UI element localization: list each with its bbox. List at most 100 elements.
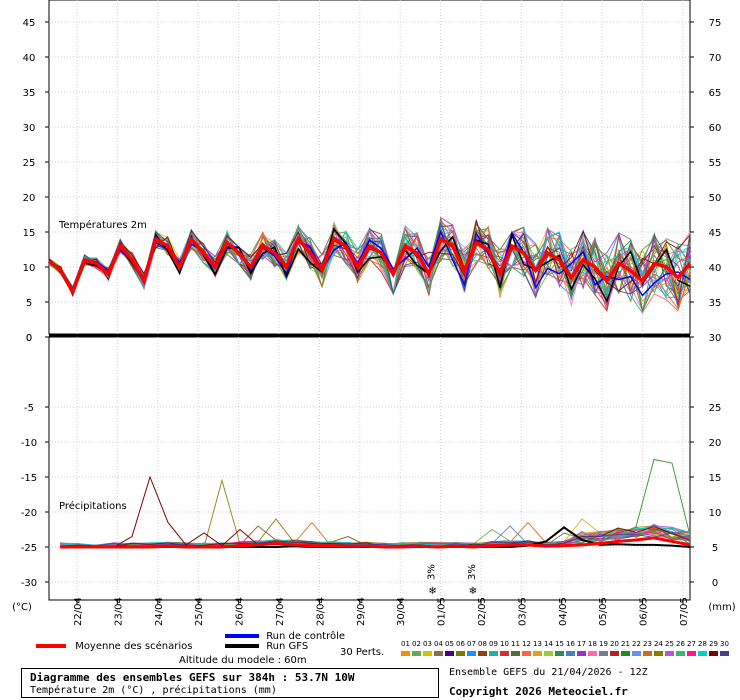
legend-gfs-swatch <box>225 644 259 648</box>
legend-mean-label: Moyenne des scénarios <box>75 641 193 652</box>
member-legend-number: 14 <box>544 640 553 648</box>
date-tick-label: 28/04 <box>315 597 326 626</box>
member-legend-number: 08 <box>478 640 487 648</box>
member-legend-swatch <box>555 651 564 656</box>
info-box: Diagramme des ensembles GEFS sur 384h : … <box>21 668 439 698</box>
member-legend-number: 28 <box>698 640 707 648</box>
temp-right-tick-label: 60 <box>709 123 722 134</box>
precip-left-tick-label: -10 <box>21 438 37 449</box>
altitude-label: Altitude du modele : 60m <box>179 655 307 666</box>
legend-gfs: Run GFS <box>225 641 308 652</box>
precip-left-tick-label: -5 <box>24 403 34 414</box>
right-unit-label: (mm) <box>708 602 735 613</box>
member-legend-swatch <box>533 651 542 656</box>
date-tick-label: 24/04 <box>154 597 165 626</box>
left-unit-label: (°C) <box>12 602 32 613</box>
member-legend-number: 24 <box>654 640 663 648</box>
temp-left-tick-label: 40 <box>23 53 36 64</box>
date-tick-label: 06/05 <box>639 597 650 626</box>
date-tick-label: 27/04 <box>275 597 286 626</box>
temp-left-tick-label: 25 <box>23 158 36 169</box>
member-legend-number: 19 <box>599 640 608 648</box>
member-legend-swatch <box>500 651 509 656</box>
member-legend-swatch <box>467 651 476 656</box>
snowflake-icon: ❄ <box>469 586 477 597</box>
temp-left-tick-label: 0 <box>26 333 32 344</box>
precipitation-panel-label: Précipitations <box>59 500 127 512</box>
member-legend-swatch <box>665 651 674 656</box>
member-legend-number: 21 <box>621 640 630 648</box>
precip-left-tick-label: -30 <box>21 578 37 589</box>
member-legend-swatch <box>621 651 630 656</box>
precip-right-tick-label: 15 <box>709 473 722 484</box>
temp-left-tick-label: 30 <box>23 123 36 134</box>
precip-mean-line <box>60 536 691 549</box>
perts-label: 30 Perts. <box>340 647 385 658</box>
member-legend-number: 01 <box>401 640 410 648</box>
member-legend-swatch <box>423 651 432 656</box>
temp-right-tick-label: 35 <box>709 298 722 309</box>
date-tick-label: 01/05 <box>437 597 448 626</box>
member-legend-swatch <box>544 651 553 656</box>
member-legend-number: 03 <box>423 640 432 648</box>
member-legend-number: 04 <box>434 640 443 648</box>
legend-gfs-label: Run GFS <box>266 641 309 652</box>
member-legend-swatch <box>445 651 454 656</box>
legend-mean-swatch <box>36 644 66 648</box>
member-legend-swatch <box>478 651 487 656</box>
member-legend-swatch <box>720 651 729 656</box>
temp-mean-line <box>47 235 692 296</box>
copyright-label: Copyright 2026 Meteociel.fr <box>449 685 628 698</box>
member-legend-number: 26 <box>676 640 685 648</box>
member-legend-swatch <box>709 651 718 656</box>
date-tick-label: 02/05 <box>477 597 488 626</box>
precipitation-panel-frame <box>48 336 691 601</box>
precip-left-tick-label: -20 <box>21 508 37 519</box>
member-legend-number: 22 <box>632 640 641 648</box>
member-legend-number: 10 <box>500 640 509 648</box>
member-legend-swatch <box>577 651 586 656</box>
member-legend-number: 17 <box>577 640 586 648</box>
member-legend-number: 30 <box>720 640 729 648</box>
temp-left-tick-label: 10 <box>23 263 36 274</box>
temp-right-tick-label: 55 <box>709 158 722 169</box>
date-tick-label: 22/04 <box>73 597 84 626</box>
member-legend-number: 20 <box>610 640 619 648</box>
member-legend-number: 13 <box>533 640 542 648</box>
member-legend-swatch <box>401 651 410 656</box>
precip-right-tick-label: 0 <box>712 578 718 589</box>
temp-right-tick-label: 45 <box>709 228 722 239</box>
info-title: Diagramme des ensembles GEFS sur 384h : … <box>30 671 355 684</box>
member-legend-swatch <box>643 651 652 656</box>
precip-right-tick-label: 10 <box>709 508 722 519</box>
snow-probability-label: 3% <box>427 564 438 580</box>
date-tick-label: 23/04 <box>113 597 124 626</box>
member-legend-number: 23 <box>643 640 652 648</box>
member-legend-swatch <box>489 651 498 656</box>
temp-right-tick-label: 30 <box>709 333 722 344</box>
member-legend-number: 12 <box>522 640 531 648</box>
temp-right-tick-label: 40 <box>709 263 722 274</box>
temp-gfs-line <box>48 227 691 304</box>
legend-control: Run de contrôle <box>225 631 345 642</box>
precip-left-tick-label: -25 <box>21 543 37 554</box>
date-tick-label: 03/05 <box>517 597 528 626</box>
temp-right-tick-label: 75 <box>709 18 722 29</box>
precip-right-tick-label: 25 <box>709 403 722 414</box>
precip-left-tick-label: -15 <box>21 473 37 484</box>
member-legend-swatch <box>599 651 608 656</box>
precip-left-zero-label: 0 <box>26 333 32 344</box>
member-legend-swatch <box>566 651 575 656</box>
member-legend-swatch <box>412 651 421 656</box>
temp-left-tick-label: 20 <box>23 193 36 204</box>
member-legend-swatch <box>687 651 696 656</box>
member-legend-swatch <box>456 651 465 656</box>
info-subtitle: Température 2m (°C) , précipitations (mm… <box>30 685 277 696</box>
member-legend-number: 11 <box>511 640 520 648</box>
temp-left-tick-label: 35 <box>23 88 36 99</box>
member-legend-swatch <box>676 651 685 656</box>
snowflake-icon: ❄ <box>428 586 436 597</box>
member-legend-number: 18 <box>588 640 597 648</box>
legend-control-label: Run de contrôle <box>266 631 346 642</box>
member-legend-number: 25 <box>665 640 674 648</box>
